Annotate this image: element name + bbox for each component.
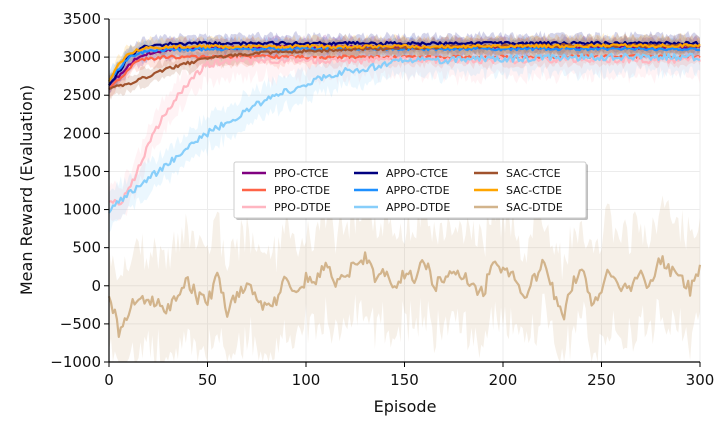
band-appo-dtde xyxy=(109,33,700,234)
x-axis-ticks: 0 50 100 150 200 250 300 xyxy=(104,362,714,389)
y-tick-label: 0 xyxy=(91,277,101,295)
series-lines xyxy=(107,40,702,338)
x-tick-label: 100 xyxy=(292,371,321,389)
legend-label-sac-ctde: SAC-CTDE xyxy=(506,184,562,197)
y-tick-label: −1000 xyxy=(50,353,101,371)
series-line-sac-ctde xyxy=(108,43,701,83)
legend-label-ppo-dtde: PPO-DTDE xyxy=(274,201,331,214)
y-axis-label: Mean Reward (Evaluation) xyxy=(17,85,36,295)
legend-label-ppo-ctde: PPO-CTDE xyxy=(274,184,330,197)
y-tick-label: 500 xyxy=(72,239,101,257)
legend-box xyxy=(233,161,587,219)
y-tick-label: 1000 xyxy=(63,201,101,219)
y-tick-label: 3500 xyxy=(63,10,101,28)
x-tick-label: 300 xyxy=(686,371,715,389)
y-tick-label: 3000 xyxy=(63,48,101,66)
legend-label-sac-ctce: SAC-CTCE xyxy=(506,167,561,180)
y-tick-label: 2500 xyxy=(63,86,101,104)
series-line-appo-dtde xyxy=(108,52,701,214)
y-axis-ticks: −1000 −500 0 500 1000 1500 2000 2500 3000 3500 xyxy=(50,10,109,371)
x-tick-label: 200 xyxy=(489,371,518,389)
band-ppo-dtde xyxy=(109,33,700,222)
legend-label-ppo-ctce: PPO-CTCE xyxy=(274,167,329,180)
band-ppo-ctde xyxy=(109,44,700,101)
y-tick-label: 1500 xyxy=(63,162,101,180)
x-tick-label: 0 xyxy=(104,371,114,389)
x-tick-label: 150 xyxy=(390,371,419,389)
series-line-sac-dtde xyxy=(107,251,702,338)
legend-label-sac-dtde: SAC-DTDE xyxy=(506,201,563,214)
x-tick-label: 250 xyxy=(587,371,616,389)
legend-label-appo-ctce: APPO-CTCE xyxy=(386,167,448,180)
x-axis-label: Episode xyxy=(374,397,437,416)
legend-label-appo-ctde: APPO-CTDE xyxy=(386,184,450,197)
series-line-ppo-dtde xyxy=(108,55,702,206)
x-tick-label: 50 xyxy=(198,371,217,389)
y-tick-label: 2000 xyxy=(63,124,101,142)
legend: PPO-CTCE PPO-CTDE PPO-DTDE APPO-CTCE APPO-CT… xyxy=(233,161,588,220)
y-tick-label: −500 xyxy=(60,315,101,333)
legend-label-appo-dtde: APPO-DTDE xyxy=(386,201,450,214)
